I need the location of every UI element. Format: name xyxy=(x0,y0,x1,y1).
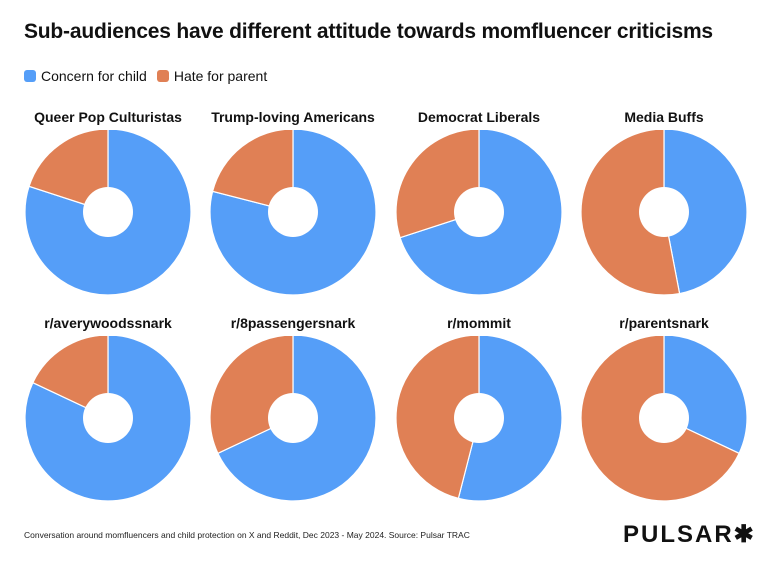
slice-hate-for-parent xyxy=(580,128,681,296)
legend-swatch xyxy=(156,70,169,82)
legend-swatch xyxy=(24,70,36,82)
donut-svg xyxy=(209,334,377,502)
donut-hole xyxy=(454,393,504,443)
donut-hole xyxy=(83,187,133,237)
donut-title: r/averywoodssnark xyxy=(44,315,172,331)
donut-chart: r/parentsnark xyxy=(571,314,757,511)
donut-title: Democrat Liberals xyxy=(417,109,541,125)
footer-source: Conversation around momfluencers and chi… xyxy=(24,530,470,540)
donut-hole xyxy=(268,393,318,443)
legend: Concern for child Hate for parent xyxy=(24,68,267,84)
donut-svg xyxy=(395,128,563,296)
donut-svg xyxy=(24,334,192,502)
donut-title: Media Buffs xyxy=(624,109,704,125)
donut-chart: Media Buffs xyxy=(571,108,757,305)
legend-item-concern: Concern for child xyxy=(24,68,147,84)
donut-svg xyxy=(580,334,748,502)
chart-title: Sub-audiences have different attitude to… xyxy=(24,20,713,43)
donut-chart: r/mommit xyxy=(386,314,572,511)
donut-title: Queer Pop Culturistas xyxy=(34,109,182,125)
donut-hole xyxy=(639,393,689,443)
donut-title: r/parentsnark xyxy=(619,315,709,331)
slice-hate-for-parent xyxy=(32,334,109,419)
slice-hate-for-parent xyxy=(28,128,109,213)
slice-hate-for-parent xyxy=(211,128,294,213)
legend-label: Hate for parent xyxy=(173,68,268,84)
legend-label: Concern for child xyxy=(41,68,147,84)
legend-item-hate: Hate for parent xyxy=(156,68,268,84)
donut-svg xyxy=(580,128,748,296)
donut-title: r/8passengersnark xyxy=(230,315,356,331)
donut-svg xyxy=(24,128,192,296)
donut-chart: Queer Pop Culturistas xyxy=(15,108,201,305)
donut-svg xyxy=(395,334,563,502)
donut-chart: Trump-loving Americans xyxy=(200,108,386,305)
donut-title: Trump-loving Americans xyxy=(211,109,375,125)
donut-title: r/mommit xyxy=(447,315,511,331)
slice-hate-for-parent xyxy=(395,334,480,500)
slice-concern-for-child xyxy=(24,334,192,502)
slice-concern-for-child xyxy=(457,334,563,502)
donut-hole xyxy=(268,187,318,237)
donut-hole xyxy=(83,393,133,443)
donut-chart: Democrat Liberals xyxy=(386,108,572,305)
donut-chart: r/averywoodssnark xyxy=(15,314,201,511)
slice-concern-for-child xyxy=(209,128,377,296)
donut-svg xyxy=(209,128,377,296)
donut-hole xyxy=(454,187,504,237)
donut-hole xyxy=(639,187,689,237)
slice-concern-for-child xyxy=(663,128,748,295)
donut-chart: r/8passengersnark xyxy=(200,314,386,511)
pulsar-logo: PULSAR✱ xyxy=(623,521,756,548)
